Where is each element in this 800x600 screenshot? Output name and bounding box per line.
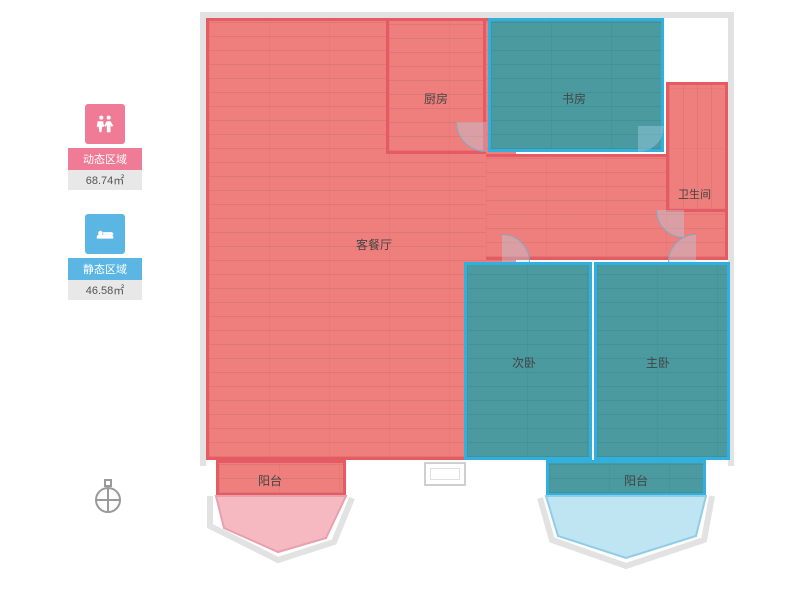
- legend-label-dynamic: 动态区域: [68, 148, 142, 170]
- legend-panel: 动态区域 68.74㎡ 静态区域 46.58㎡: [68, 104, 142, 324]
- room-bed2: [464, 262, 592, 460]
- people-icon: [85, 104, 125, 144]
- legend-label-static: 静态区域: [68, 258, 142, 280]
- legend-value-dynamic: 68.74㎡: [68, 170, 142, 190]
- legend-item-dynamic: 动态区域 68.74㎡: [68, 104, 142, 190]
- legend-item-static: 静态区域 46.58㎡: [68, 214, 142, 300]
- room-bath: [666, 82, 728, 212]
- floor-step: [424, 462, 466, 486]
- floorplan: 客餐厅 厨房 书房 卫生间 次卧 主卧 阳台 阳台: [206, 18, 778, 578]
- legend-value-static: 46.58㎡: [68, 280, 142, 300]
- room-balcony-left: [216, 460, 346, 496]
- compass-icon: [88, 478, 128, 518]
- room-bed1: [594, 262, 730, 460]
- room-balcony-right: [546, 460, 706, 496]
- sleep-icon: [85, 214, 125, 254]
